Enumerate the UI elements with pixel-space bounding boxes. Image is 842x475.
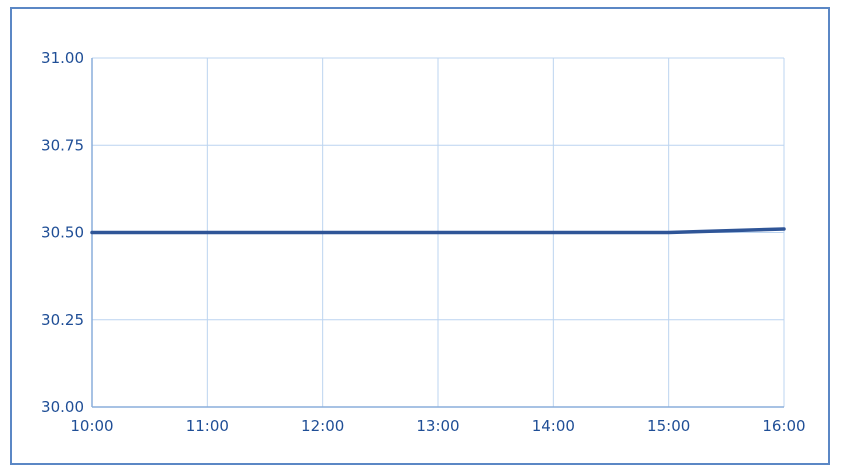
y-tick-label: 31.00 — [41, 49, 84, 67]
y-tick-label: 30.25 — [41, 311, 84, 329]
y-tick-labels: 30.00 30.25 30.50 30.75 31.00 — [41, 49, 84, 416]
x-tick-labels: 10:00 11:00 12:00 13:00 14:00 15:00 16:00 — [70, 417, 805, 435]
x-tick-label: 16:00 — [762, 417, 805, 435]
series-group — [90, 227, 786, 235]
y-tick-label: 30.50 — [41, 224, 84, 242]
x-tick-label: 11:00 — [186, 417, 229, 435]
x-tick-label: 15:00 — [647, 417, 690, 435]
x-tick-label: 14:00 — [532, 417, 575, 435]
y-tick-label: 30.00 — [41, 398, 84, 416]
x-tick-label: 13:00 — [416, 417, 459, 435]
series-line — [90, 227, 786, 235]
x-tick-label: 12:00 — [301, 417, 344, 435]
chart-frame — [10, 7, 830, 465]
y-tick-label: 30.75 — [41, 136, 84, 154]
x-tick-label: 10:00 — [70, 417, 113, 435]
